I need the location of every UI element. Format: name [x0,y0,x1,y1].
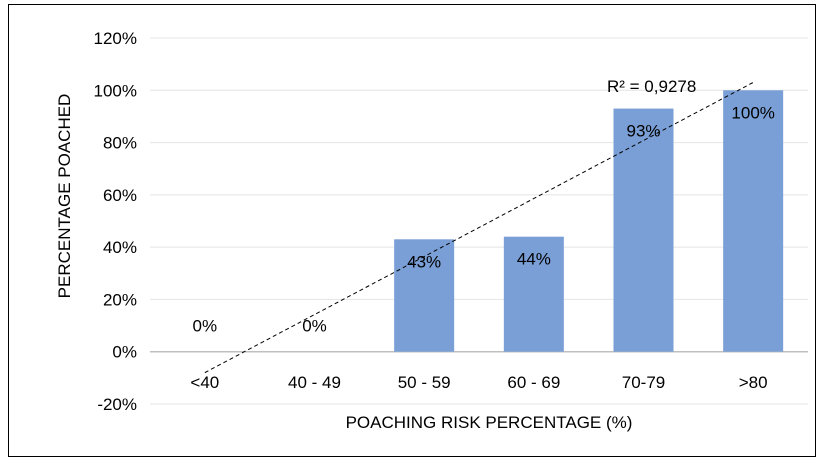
x-tick-label: >80 [739,373,768,392]
chart-frame [8,4,816,457]
y-tick-label: 120% [94,29,137,48]
y-tick-label: 60% [103,186,137,205]
y-tick-label: -20% [97,395,137,414]
x-tick-label: 40 - 49 [288,373,341,392]
x-tick-label: 50 - 59 [398,373,451,392]
bar [723,90,784,352]
y-tick-label: 80% [103,134,137,153]
x-tick-label: 60 - 69 [507,373,560,392]
trendline-group [204,82,754,374]
bar [503,236,564,352]
y-axis-title: PERCENTAGE POACHED [55,94,74,299]
bar [394,239,455,352]
data-label: 0% [193,317,218,336]
data-label: 0% [302,317,327,336]
data-labels: 0% 0% 43% 44% 93% 100% [193,103,775,335]
trendline [204,82,754,374]
x-tick-label: <40 [190,373,219,392]
data-label: 43% [407,252,441,271]
x-tick-labels: <40 40 - 49 50 - 59 60 - 69 70-79 >80 [190,373,767,392]
bars [394,90,784,352]
gridlines [150,37,808,405]
y-tick-label: 20% [103,290,137,309]
data-label: 44% [517,250,551,269]
trendline-r-squared-label: R² = 0,9278 [607,77,696,96]
y-tick-labels: -20% 0% 20% 40% 60% 80% 100% 120% [94,29,137,414]
y-tick-label: 40% [103,238,137,257]
y-tick-label: 100% [94,81,137,100]
data-label: 93% [626,122,660,141]
x-tick-label: 70-79 [622,373,665,392]
y-tick-label: 0% [112,343,137,362]
x-axis-title: POACHING RISK PERCENTAGE (%) [346,413,633,432]
bar [613,108,674,352]
data-label: 100% [731,103,774,122]
